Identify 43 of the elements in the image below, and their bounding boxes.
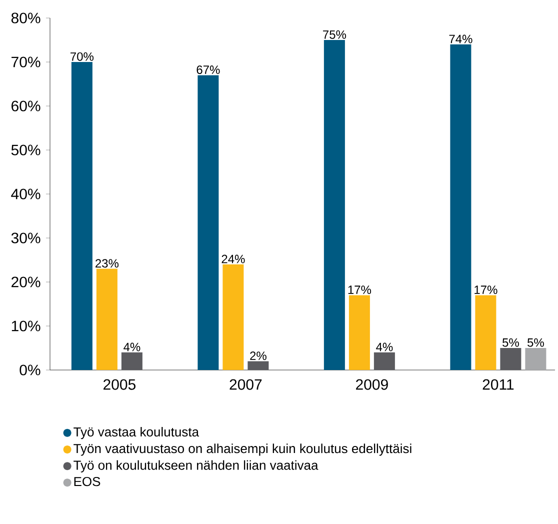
x-tick-label: 2009 bbox=[356, 379, 388, 390]
x-tick-label: 2005 bbox=[104, 379, 136, 390]
x-tick-label: 2007 bbox=[230, 379, 262, 390]
bar bbox=[324, 40, 345, 370]
data-label: 17% bbox=[348, 286, 372, 294]
bar bbox=[71, 62, 92, 370]
data-label: 2% bbox=[250, 352, 266, 360]
y-tick-label: 80% bbox=[11, 12, 40, 24]
y-tick-label: 50% bbox=[11, 144, 40, 156]
data-label: 5% bbox=[528, 338, 544, 347]
data-label: 4% bbox=[376, 342, 393, 352]
y-tick-label: 70% bbox=[12, 56, 40, 68]
data-label: 23% bbox=[96, 259, 119, 268]
bar bbox=[348, 295, 370, 370]
data-label: 24% bbox=[222, 254, 245, 264]
data-label: 17% bbox=[474, 286, 498, 294]
bar bbox=[248, 361, 269, 370]
y-tick-label: 10% bbox=[12, 320, 40, 332]
data-label: 75% bbox=[323, 30, 346, 39]
y-tick-label: 60% bbox=[12, 100, 40, 112]
bar bbox=[475, 295, 496, 370]
x-tick-label: 2011 bbox=[482, 379, 514, 390]
data-label: 67% bbox=[196, 66, 220, 74]
bar bbox=[96, 268, 118, 370]
bar bbox=[374, 352, 395, 370]
data-label: 5% bbox=[502, 338, 519, 347]
bar bbox=[525, 348, 546, 370]
y-tick-label: 20% bbox=[12, 276, 40, 288]
bar bbox=[222, 264, 244, 370]
bar bbox=[121, 352, 142, 370]
data-label: 70% bbox=[70, 52, 94, 61]
legend-label: Työn vaativuustaso on alhaisempi kuin koulutus edellyttäisi bbox=[74, 444, 412, 456]
y-tick-label: 0% bbox=[20, 364, 40, 376]
legend-label: Työ vastaa koulutusta bbox=[74, 426, 200, 440]
bar bbox=[500, 348, 522, 370]
data-label: 74% bbox=[449, 34, 472, 44]
bar bbox=[450, 44, 472, 370]
y-tick-label: 40% bbox=[11, 188, 40, 200]
y-tick-label: 30% bbox=[11, 232, 40, 244]
data-label: 4% bbox=[124, 342, 140, 352]
legend-label: EOS bbox=[74, 476, 100, 486]
bar bbox=[198, 75, 219, 370]
legend-label: Työ on koulutukseen nähden liian vaativaa bbox=[74, 460, 318, 472]
